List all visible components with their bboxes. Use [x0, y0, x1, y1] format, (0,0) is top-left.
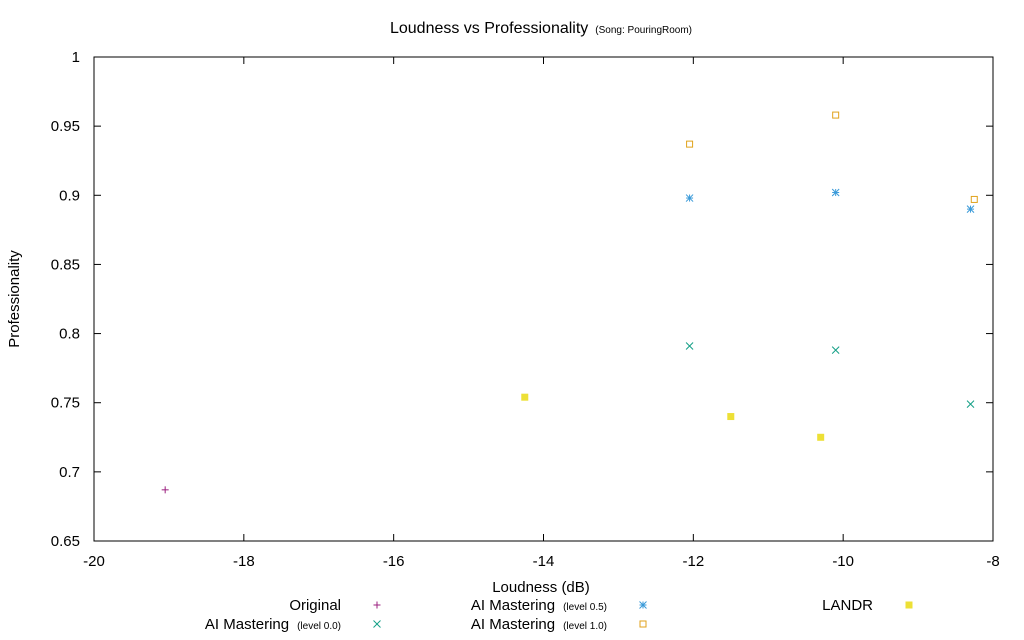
chart-subtitle: (Song: PouringRoom) — [595, 25, 692, 36]
legend-entry: AI Mastering (level 0.5) — [471, 597, 647, 614]
y-axis-label: Professionality — [6, 250, 23, 348]
y-tick-label: 0.7 — [59, 464, 80, 481]
y-axis-ticks: 0.65 0.7 0.75 0.8 0.85 0.9 0.95 1 — [51, 49, 993, 550]
x-tick-label: -20 — [83, 553, 105, 570]
legend-entry: AI Mastering (level 1.0) — [471, 616, 647, 633]
legend-marker-star — [639, 601, 647, 609]
legend-label: Original — [289, 597, 341, 614]
y-tick-label: 0.8 — [59, 326, 80, 343]
data-points — [161, 111, 978, 494]
x-tick-label: -12 — [682, 553, 704, 570]
data-point-star — [831, 188, 840, 197]
x-axis-ticks: -20 -18 -16 -14 -12 -10 -8 — [83, 57, 1000, 570]
data-point-square-open — [832, 111, 840, 119]
x-tick-label: -14 — [533, 553, 555, 570]
data-point-cross — [966, 400, 975, 408]
data-point-star — [685, 194, 694, 202]
legend-series-suffix: (level 0.0) — [297, 621, 341, 632]
data-point-square-filled — [521, 393, 529, 401]
legend-series-name: AI Mastering — [471, 616, 555, 633]
legend-series-name: LANDR — [822, 597, 873, 614]
plot-frame — [93, 56, 994, 542]
legend-entry: Original — [289, 597, 381, 614]
data-point-square-filled — [817, 433, 825, 441]
chart-title: Loudness vs Professionality — [390, 20, 588, 37]
legend-marker-plus — [373, 601, 381, 609]
legend-marker-square-filled — [905, 601, 913, 609]
x-axis-label: Loudness (dB) — [492, 579, 590, 596]
data-point-star — [966, 205, 975, 213]
legend-marker-cross — [373, 620, 381, 628]
x-tick-label: -8 — [986, 553, 999, 570]
legend-series-name: Original — [289, 597, 341, 614]
data-point-square-open — [970, 195, 978, 203]
legend-label: AI Mastering (level 0.0) — [205, 616, 341, 633]
data-point-plus — [161, 486, 169, 494]
data-point-square-open — [686, 140, 694, 148]
legend-label: AI Mastering (level 0.5) — [471, 597, 607, 614]
y-tick-label: 0.65 — [51, 533, 80, 550]
x-tick-label: -16 — [383, 553, 405, 570]
data-point-square-filled — [727, 413, 735, 421]
legend-series-suffix: (level 0.5) — [563, 602, 607, 613]
legend-label: LANDR — [822, 597, 873, 614]
data-point-cross — [831, 346, 840, 355]
y-tick-label: 1 — [72, 49, 80, 66]
y-tick-label: 0.9 — [59, 187, 80, 204]
y-tick-label: 0.75 — [51, 395, 80, 412]
x-tick-label: -18 — [233, 553, 255, 570]
legend-series-name: AI Mastering — [471, 597, 555, 614]
legend-series-suffix: (level 1.0) — [563, 621, 607, 632]
legend-series-name: AI Mastering — [205, 616, 289, 633]
legend-label: AI Mastering (level 1.0) — [471, 616, 607, 633]
legend-marker-square-open — [639, 620, 647, 628]
y-tick-label: 0.95 — [51, 118, 80, 135]
y-tick-label: 0.85 — [51, 256, 80, 273]
legend-entry: AI Mastering (level 0.0) — [205, 616, 381, 633]
data-point-cross — [685, 342, 694, 350]
legend-entry: LANDR — [822, 597, 913, 614]
x-tick-label: -10 — [832, 553, 854, 570]
